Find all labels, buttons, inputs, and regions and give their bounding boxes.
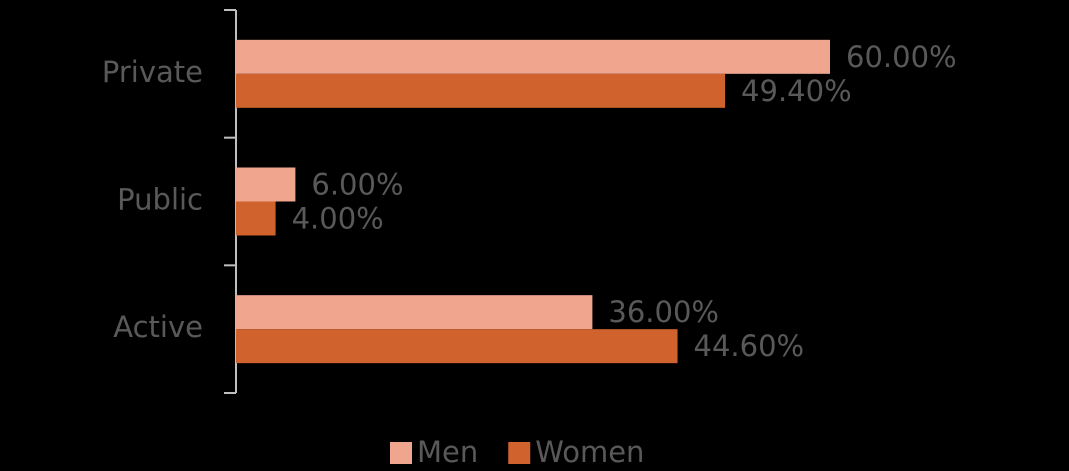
value-label: 60.00% [846, 40, 957, 74]
bar [236, 329, 678, 364]
legend-label: Men [417, 435, 478, 469]
bar [236, 167, 296, 202]
y-tick-label: Active [113, 310, 203, 344]
bar [236, 73, 726, 108]
y-tick-label: Private [102, 55, 203, 89]
bar [236, 201, 276, 236]
bar [236, 295, 593, 330]
value-label: 6.00% [311, 168, 403, 202]
y-tick-label: Public [117, 183, 203, 217]
value-label: 44.60% [694, 329, 805, 363]
legend-swatch [390, 442, 412, 464]
legend-swatch [508, 442, 531, 464]
legend-label: Women [535, 435, 644, 469]
value-label: 4.00% [292, 202, 384, 236]
bar [236, 39, 830, 74]
value-label: 49.40% [741, 74, 852, 108]
value-label: 36.00% [608, 295, 719, 329]
